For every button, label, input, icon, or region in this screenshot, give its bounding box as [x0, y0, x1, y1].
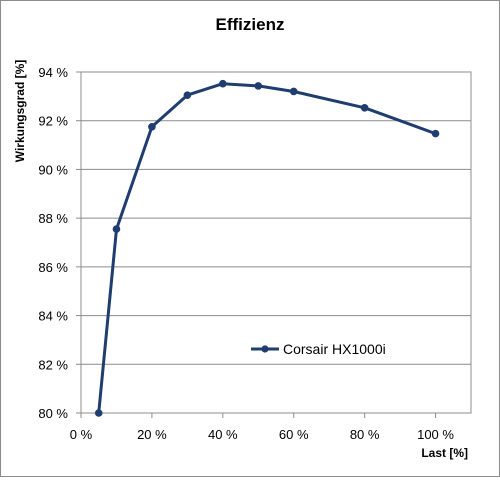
x-tick-label: 60 % [279, 427, 309, 442]
y-tick-label: 84 % [38, 309, 68, 324]
legend: Corsair HX1000i [251, 341, 386, 357]
data-point [183, 91, 192, 99]
y-tick-label: 80 % [38, 406, 68, 421]
chart-title: Effizienz [216, 15, 285, 34]
x-tick-label: 20 % [137, 427, 167, 442]
x-tick-label: 80 % [350, 427, 380, 442]
data-point [219, 79, 227, 88]
y-tick-label: 92 % [38, 114, 68, 129]
x-tick-label: 0 % [70, 427, 93, 442]
y-axis-title: Wirkungsgrad [%] [13, 60, 27, 163]
data-point [148, 123, 156, 131]
data-point [360, 104, 369, 112]
x-tick-labels: 0 % 20 % 40 % 60 % 80 % 100 % [70, 427, 455, 442]
data-point [431, 129, 440, 138]
y-tick-label: 90 % [38, 162, 68, 177]
x-axis-title: Last [%] [421, 446, 468, 460]
legend-label: Corsair HX1000i [283, 341, 386, 357]
data-point [112, 225, 121, 233]
y-tick-label: 94 % [38, 65, 68, 80]
x-tick-label: 100 % [417, 427, 454, 442]
y-tick-labels: 80 % 82 % 84 % 86 % 88 % 90 % 92 % 94 % [38, 65, 68, 421]
plot-area [76, 71, 472, 418]
gridlines [81, 71, 471, 414]
x-tick-label: 40 % [208, 427, 238, 442]
data-point [289, 87, 298, 96]
data-point [254, 82, 263, 90]
legend-marker [261, 345, 269, 353]
plot-border [80, 71, 472, 414]
y-tick-label: 82 % [38, 357, 68, 372]
data-point [94, 409, 103, 417]
series-layer [94, 79, 440, 417]
y-tick-label: 86 % [38, 260, 68, 275]
series-line [97, 82, 437, 414]
y-tick-label: 88 % [38, 211, 68, 226]
